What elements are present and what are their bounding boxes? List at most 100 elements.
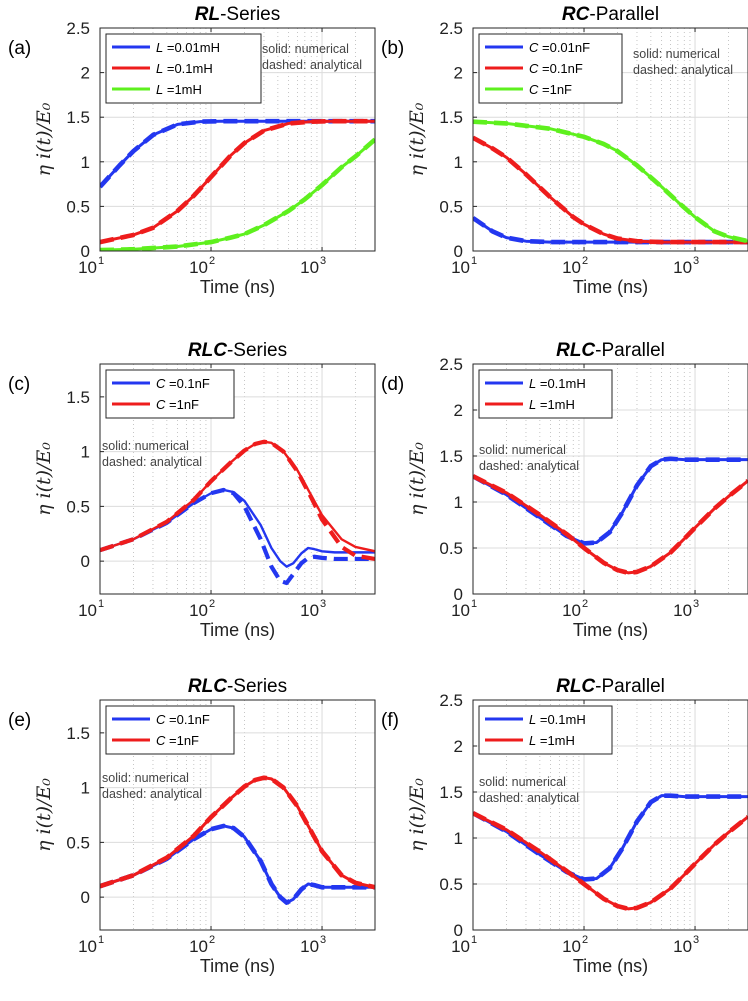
y-axis-label: η i(t)/E₀: [33, 778, 55, 852]
series-line-green-dashed: [100, 137, 375, 251]
panel-label: (c): [8, 374, 30, 395]
series-line-blue-dashed: [100, 487, 375, 586]
x-tick-label: 10: [78, 601, 97, 620]
y-tick-label: 0: [454, 242, 463, 261]
y-tick-label: 0: [81, 552, 90, 571]
x-tick-label-exponent: 2: [582, 255, 588, 267]
x-tick-label: 10: [673, 601, 692, 620]
series-line-red-dashed: [473, 135, 748, 245]
x-tick-label-exponent: 3: [693, 934, 699, 946]
x-tick-label: 10: [562, 258, 581, 277]
legend-entry-label: C =0.1nF: [156, 376, 210, 391]
axes-box: [472, 363, 748, 595]
y-tick-label: 1.5: [66, 724, 90, 743]
legend-entry-label: C =0.1nF: [156, 712, 210, 727]
legend-entry-label: C =1nF: [156, 397, 199, 412]
y-axis-label: η i(t)/E₀: [406, 778, 428, 852]
legend-entry-label: C =1nF: [156, 733, 199, 748]
line-style-note-dashed: dashed: analytical: [102, 787, 202, 801]
line-style-note-dashed: dashed: analytical: [262, 58, 362, 72]
y-tick-label: 1.5: [439, 783, 463, 802]
x-tick-label: 10: [562, 601, 581, 620]
x-axis-label: Time (ns): [200, 277, 275, 297]
y-tick-label: 2.5: [439, 19, 463, 38]
y-tick-label: 2.5: [439, 691, 463, 710]
legend-entry-label: L =1mH: [529, 733, 575, 748]
line-style-note-dashed: dashed: analytical: [633, 63, 733, 77]
y-tick-label: 1.5: [439, 108, 463, 127]
y-tick-label: 0.5: [66, 197, 90, 216]
x-tick-label-exponent: 3: [320, 255, 326, 267]
series-group: [100, 775, 375, 905]
axes-box: [99, 27, 376, 252]
x-axis-label: Time (ns): [200, 620, 275, 640]
y-tick-label: 0.5: [439, 197, 463, 216]
x-tick-label: 10: [300, 937, 319, 956]
series-group: [100, 439, 375, 586]
series-line-green-dashed: [473, 119, 748, 244]
x-tick-label-exponent: 2: [582, 598, 588, 610]
series-group: [473, 119, 748, 245]
x-tick-label: 10: [300, 601, 319, 620]
x-tick-label-exponent: 1: [98, 255, 104, 267]
y-axis-label: η i(t)/E₀: [33, 442, 55, 516]
y-tick-label: 1: [454, 493, 463, 512]
line-style-note-solid: solid: numerical: [102, 439, 189, 453]
axes-box: [472, 27, 748, 252]
line-style-note-dashed: dashed: analytical: [479, 459, 579, 473]
legend-entry-label: L =0.1mH: [529, 712, 586, 727]
series-group: [473, 456, 748, 576]
y-tick-label: 0: [454, 921, 463, 940]
x-tick-label: 10: [189, 937, 208, 956]
y-tick-label: 1.5: [66, 388, 90, 407]
legend-entry-label: L =1mH: [156, 82, 202, 97]
x-tick-label-exponent: 3: [693, 255, 699, 267]
series-group: [473, 793, 748, 912]
y-tick-label: 1: [81, 153, 90, 172]
line-style-note-dashed: dashed: analytical: [102, 455, 202, 469]
legend-entry-label: L =0.01mH: [156, 40, 220, 55]
x-tick-label-exponent: 2: [209, 598, 215, 610]
x-tick-label-exponent: 2: [209, 255, 215, 267]
y-tick-label: 2.5: [66, 19, 90, 38]
y-tick-label: 2: [81, 64, 90, 83]
y-tick-label: 2: [454, 401, 463, 420]
legend-box: [478, 705, 613, 755]
x-tick-label: 10: [189, 258, 208, 277]
x-tick-label: 10: [451, 937, 470, 956]
legend: L =0.1mH L =1mH: [478, 705, 613, 755]
x-tick-label-exponent: 1: [471, 598, 477, 610]
line-style-note-dashed: dashed: analytical: [479, 791, 579, 805]
x-tick-label: 10: [562, 937, 581, 956]
legend-entry-label: C =0.01nF: [529, 40, 590, 55]
series-group: [100, 118, 375, 251]
x-tick-label-exponent: 3: [320, 934, 326, 946]
x-tick-label-exponent: 1: [98, 934, 104, 946]
legend: C =0.01nF C =0.1nF C =1nF: [478, 33, 623, 104]
panel-label: (b): [381, 38, 404, 59]
x-tick-label: 10: [451, 601, 470, 620]
series-line-red-dashed: [473, 474, 748, 576]
y-axis-label: η i(t)/E₀: [33, 102, 55, 176]
x-tick-label: 10: [451, 258, 470, 277]
legend-entry-label: C =1nF: [529, 82, 572, 97]
legend-box: [105, 369, 235, 419]
legend-box: [105, 705, 235, 755]
line-style-note-solid: solid: numerical: [479, 775, 566, 789]
y-tick-label: 0.5: [66, 497, 90, 516]
series-line-blue-dashed: [100, 823, 375, 905]
y-tick-label: 0: [81, 888, 90, 907]
x-tick-label: 10: [189, 601, 208, 620]
legend-entry-label: C =0.1nF: [529, 61, 583, 76]
series-line-red-dashed: [100, 439, 375, 562]
axes-box: [99, 699, 376, 931]
y-tick-label: 0: [81, 242, 90, 261]
line-style-note-solid: solid: numerical: [262, 42, 349, 56]
legend-box: [478, 369, 613, 419]
